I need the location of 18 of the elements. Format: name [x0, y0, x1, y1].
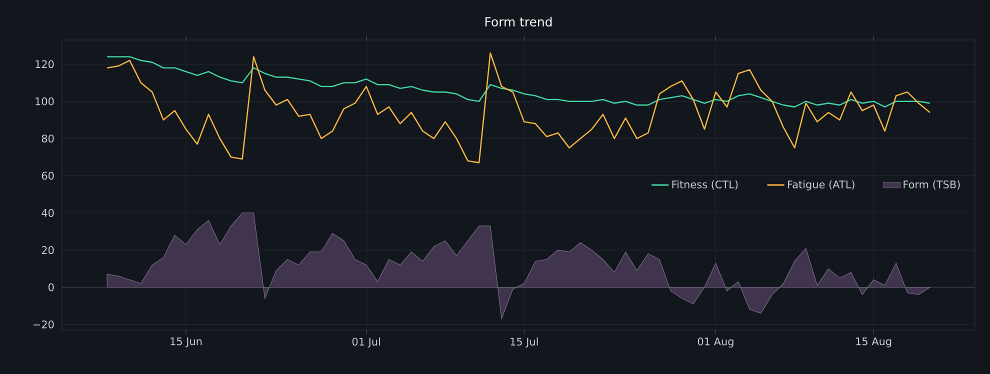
x-tick-label: 01 Jul — [352, 338, 380, 348]
y-tick-label: −20 — [34, 320, 54, 328]
y-tick-label: 100 — [36, 97, 54, 106]
legend-label: Form (TSB) — [904, 180, 960, 190]
y-tick-label: 40 — [42, 208, 54, 217]
x-tick-label: 15 Aug — [856, 338, 892, 348]
legend-label: Fitness (CTL) — [672, 180, 738, 190]
chart-title: Form trend — [485, 16, 552, 26]
x-tick-label: 15 Jun — [170, 338, 202, 348]
line-series — [106, 52, 931, 164]
x-tick-label: 15 Jul — [510, 338, 538, 348]
y-tick-label: 20 — [42, 246, 54, 254]
y-tick-label: 120 — [36, 60, 54, 68]
legend-label: Fatigue (ATL) — [788, 180, 854, 190]
y-tick-label: 80 — [42, 134, 54, 142]
y-tick-label: 0 — [48, 283, 54, 292]
x-tick-label: 01 Aug — [698, 338, 734, 348]
y-tick-label: 60 — [42, 172, 54, 180]
